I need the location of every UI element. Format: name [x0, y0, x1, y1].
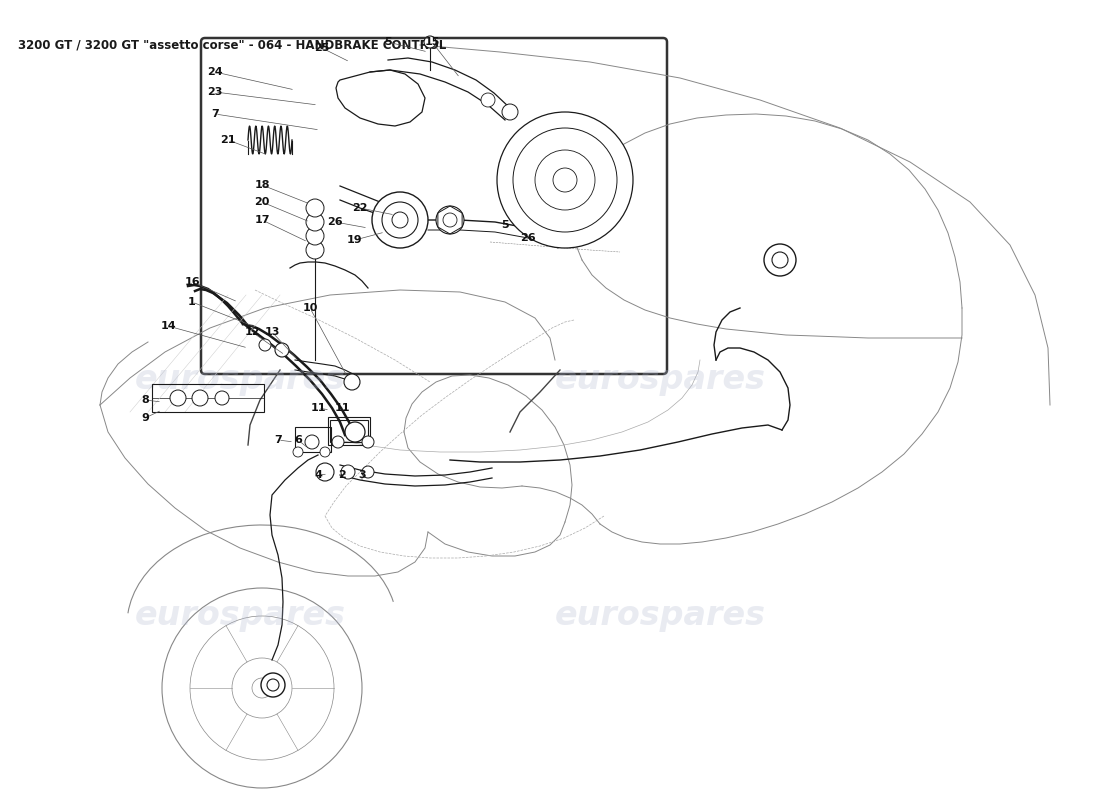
Circle shape	[267, 679, 279, 691]
Bar	[330, 420, 369, 442]
Text: 24: 24	[207, 67, 223, 77]
Text: 21: 21	[220, 135, 235, 145]
Circle shape	[258, 339, 271, 351]
Circle shape	[192, 390, 208, 406]
Circle shape	[436, 206, 464, 234]
Text: 12: 12	[244, 327, 260, 337]
Text: 5: 5	[502, 220, 509, 230]
Text: 18: 18	[254, 180, 270, 190]
Bar	[328, 417, 370, 445]
Circle shape	[261, 673, 285, 697]
Circle shape	[306, 213, 324, 231]
Circle shape	[316, 463, 334, 481]
Text: 22: 22	[352, 203, 367, 213]
Circle shape	[214, 391, 229, 405]
Text: 17: 17	[254, 215, 270, 225]
Circle shape	[497, 112, 632, 248]
Text: 11: 11	[310, 403, 326, 413]
Text: 15: 15	[425, 37, 440, 47]
Text: eurospares: eurospares	[134, 598, 345, 631]
Circle shape	[320, 447, 330, 457]
Circle shape	[332, 436, 344, 448]
Text: 11: 11	[334, 403, 350, 413]
Circle shape	[293, 447, 303, 457]
Text: 19: 19	[348, 235, 363, 245]
Circle shape	[362, 466, 374, 478]
Circle shape	[553, 168, 578, 192]
Bar	[152, 384, 264, 412]
Text: eurospares: eurospares	[554, 598, 766, 631]
Text: eurospares: eurospares	[554, 363, 766, 397]
Circle shape	[306, 241, 324, 259]
Text: 7: 7	[211, 109, 219, 119]
Text: 1: 1	[188, 297, 196, 307]
Circle shape	[535, 150, 595, 210]
Text: 10: 10	[302, 303, 318, 313]
Text: 4: 4	[315, 470, 322, 480]
Circle shape	[424, 36, 436, 48]
Circle shape	[764, 244, 796, 276]
Bar	[295, 427, 331, 452]
Text: 5: 5	[384, 37, 392, 47]
Polygon shape	[336, 70, 425, 126]
Circle shape	[306, 227, 324, 245]
Circle shape	[345, 422, 365, 442]
Circle shape	[772, 252, 788, 268]
Text: 14: 14	[161, 321, 176, 331]
Text: 16: 16	[184, 277, 200, 287]
Circle shape	[513, 128, 617, 232]
Text: 8: 8	[141, 395, 149, 405]
Circle shape	[344, 374, 360, 390]
Circle shape	[443, 213, 456, 227]
Text: 25: 25	[315, 43, 330, 53]
Text: 6: 6	[294, 435, 301, 445]
Text: 3200 GT / 3200 GT "assetto corse" - 064 - HANDBRAKE CONTROL: 3200 GT / 3200 GT "assetto corse" - 064 …	[18, 38, 447, 51]
Text: eurospares: eurospares	[134, 363, 345, 397]
Text: 26: 26	[327, 217, 343, 227]
Text: 23: 23	[207, 87, 222, 97]
Text: 3: 3	[359, 470, 366, 480]
Circle shape	[392, 212, 408, 228]
Circle shape	[306, 199, 324, 217]
Circle shape	[170, 390, 186, 406]
Text: 13: 13	[264, 327, 279, 337]
Text: 7: 7	[274, 435, 282, 445]
Circle shape	[362, 436, 374, 448]
Circle shape	[502, 104, 518, 120]
Circle shape	[275, 343, 289, 357]
Circle shape	[305, 435, 319, 449]
Text: 26: 26	[520, 233, 536, 243]
Circle shape	[481, 93, 495, 107]
Text: 9: 9	[141, 413, 149, 423]
Circle shape	[372, 192, 428, 248]
Text: 20: 20	[254, 197, 270, 207]
Circle shape	[382, 202, 418, 238]
Text: 2: 2	[338, 470, 345, 480]
Circle shape	[341, 465, 355, 479]
